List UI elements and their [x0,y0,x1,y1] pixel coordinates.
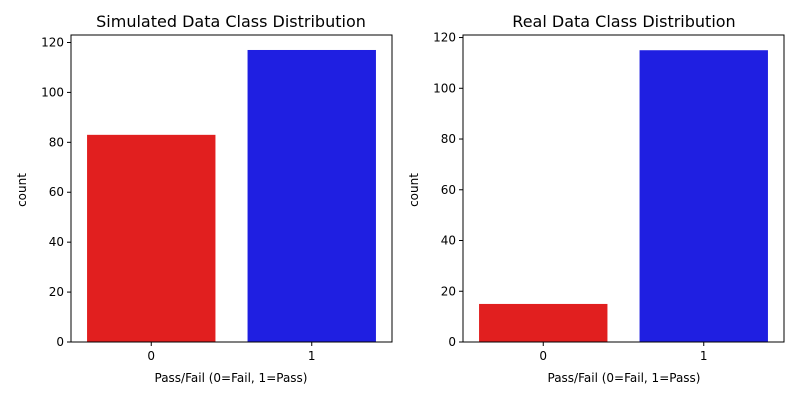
real-bar-0 [479,303,608,342]
simulated-ytick-label: 120 [41,35,64,49]
simulated-ytick-label: 40 [49,235,64,249]
real-chart-bars [479,50,768,342]
real-chart-ylabel: count [407,173,421,207]
simulated-xtick-label: 0 [147,349,155,363]
real-ytick-label: 100 [433,81,456,95]
simulated-xtick-label: 1 [308,349,316,363]
simulated-chart-xlabel: Pass/Fail (0=Fail, 1=Pass) [155,371,308,385]
real-ytick-label: 20 [441,284,456,298]
simulated-chart-ylabel: count [15,173,29,207]
simulated-ytick-label: 100 [41,85,64,99]
simulated-chart-panel: Simulated Data Class Distribution Pass/F… [15,12,393,385]
real-ytick-label: 40 [441,234,456,248]
real-bar-1 [639,50,768,342]
simulated-chart-frame [70,34,393,343]
real-chart-ticks: 0 20 40 60 80 100 120 0 1 [433,31,707,363]
simulated-chart-ticks: 0 20 40 60 80 100 120 0 1 [41,35,315,363]
real-ytick-label: 0 [448,335,456,349]
simulated-bar-0 [87,134,216,342]
simulated-ytick-label: 0 [56,335,64,349]
simulated-chart-title: Simulated Data Class Distribution [96,12,366,31]
real-xtick-label: 0 [539,349,547,363]
simulated-ytick-label: 20 [49,285,64,299]
real-ytick-label: 80 [441,132,456,146]
real-ytick-label: 120 [433,31,456,45]
real-chart-frame [462,34,785,343]
real-chart-xlabel: Pass/Fail (0=Fail, 1=Pass) [548,371,701,385]
simulated-ytick-label: 60 [49,185,64,199]
real-xtick-label: 1 [700,349,708,363]
simulated-ytick-label: 80 [49,135,64,149]
real-chart-panel: Real Data Class Distribution Pass/Fail (… [407,12,785,385]
real-ytick-label: 60 [441,183,456,197]
real-chart-title: Real Data Class Distribution [512,12,735,31]
simulated-chart-bars [87,49,376,342]
simulated-bar-1 [247,49,376,342]
